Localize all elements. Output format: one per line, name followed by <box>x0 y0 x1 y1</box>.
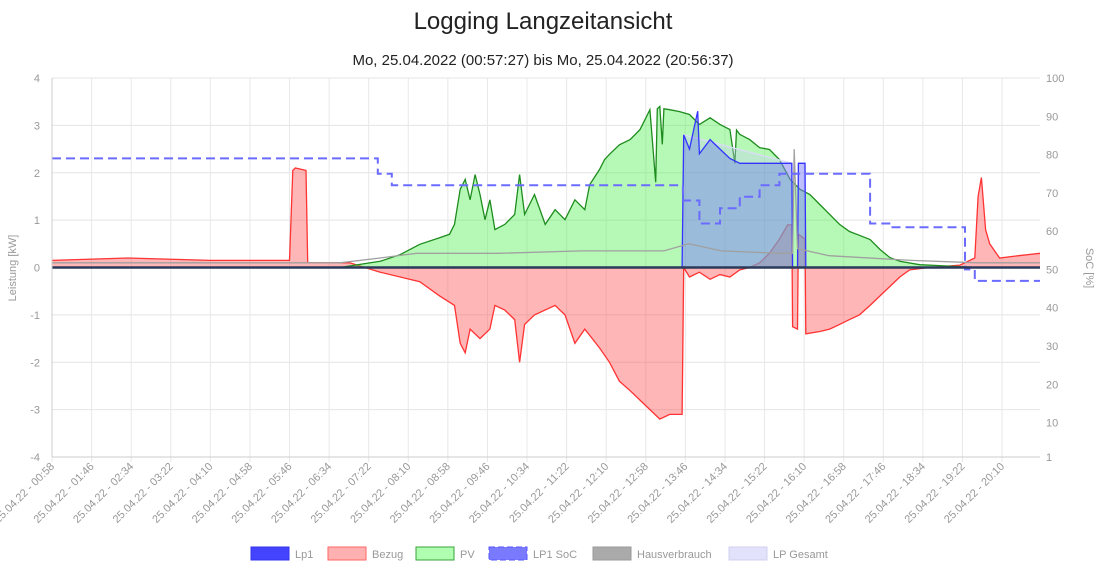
y-tick-label: 2 <box>34 168 40 180</box>
y2-tick-label: 40 <box>1046 303 1058 315</box>
y-tick-label: -4 <box>30 452 40 464</box>
y2-tick-label: 10 <box>1046 418 1058 430</box>
y-tick-label: 0 <box>34 263 40 275</box>
chart-title: Logging Langzeitansicht <box>414 8 673 35</box>
y-tick-label: 4 <box>34 73 40 85</box>
y-tick-label: -2 <box>30 357 40 369</box>
y2-tick-label: 90 <box>1046 111 1058 123</box>
legend: Lp1 Bezug PV LP1 SoC Hausverbrauch LP Gesamt <box>250 546 828 561</box>
y2-tick-label: 50 <box>1046 264 1058 276</box>
series-line-lp1 <box>52 111 1040 269</box>
y2-tick-label: 80 <box>1046 150 1058 162</box>
y2-tick-label: 30 <box>1046 341 1058 353</box>
y-tick-label: 1 <box>34 215 40 227</box>
legend-swatch-lp1 <box>250 546 290 561</box>
legend-swatch-lp-gesamt <box>728 546 768 561</box>
legend-label: LP Gesamt <box>773 549 828 561</box>
plot-area <box>51 104 1041 420</box>
series-area-pv <box>52 106 1040 268</box>
legend-label: Lp1 <box>295 549 313 561</box>
legend-label: LP1 SoC <box>533 549 577 561</box>
legend-label: PV <box>460 549 475 561</box>
legend-label: Hausverbrauch <box>637 549 712 561</box>
y-tick-label: 3 <box>34 120 40 132</box>
legend-swatch-pv <box>415 546 455 561</box>
legend-label: Bezug <box>372 549 403 561</box>
y-tick-label: -3 <box>30 405 40 417</box>
y-axis-label: Leistung [kW] <box>7 235 19 302</box>
legend-swatch-bezug <box>327 546 367 561</box>
series-line-lp1-soc <box>52 157 1040 282</box>
grid <box>51 77 1040 462</box>
legend-swatch-hausverbrauch <box>592 546 632 561</box>
y2-tick-label: 1 <box>1046 452 1052 464</box>
y2-axis-label: SoC [%] <box>1083 248 1095 288</box>
series-line-hausverbrauch <box>52 149 1040 264</box>
series-area-bezug <box>52 168 1040 420</box>
y2-tick-label: 60 <box>1046 226 1058 238</box>
chart-subtitle: Mo, 25.04.2022 (00:57:27) bis Mo, 25.04.… <box>352 52 733 69</box>
y2-tick-label: 70 <box>1046 188 1058 200</box>
y-tick-label: -1 <box>30 310 40 322</box>
y2-tick-label: 100 <box>1046 73 1064 85</box>
y2-tick-label: 20 <box>1046 379 1058 391</box>
legend-swatch-lp1-soc <box>488 546 528 561</box>
